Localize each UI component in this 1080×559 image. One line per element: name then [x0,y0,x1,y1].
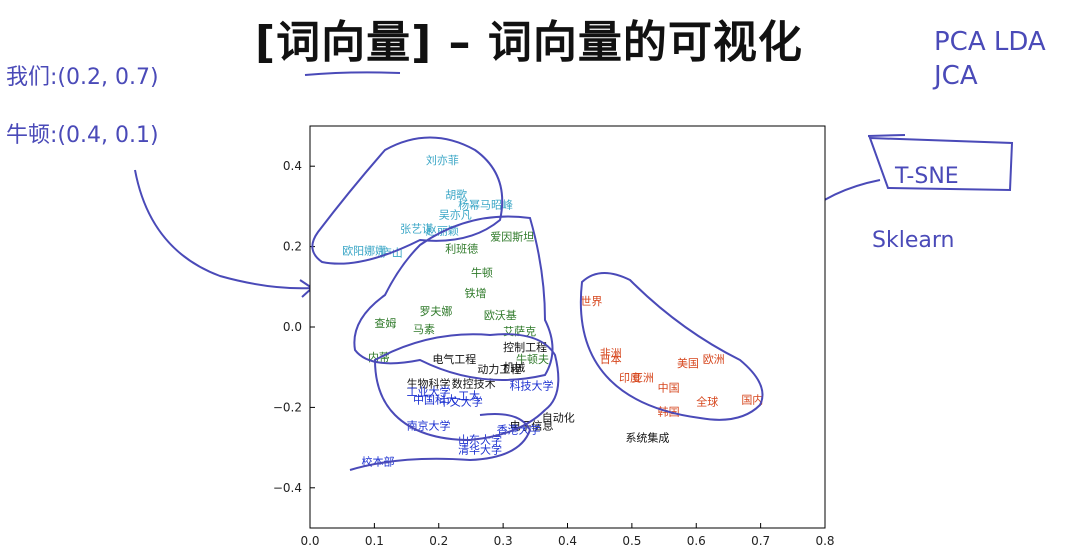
point-label: 自动化 [542,410,575,424]
point-label: 牛顿 [471,266,493,280]
point-label: 机械 [503,360,525,374]
point-label: 南京大学 [407,418,451,432]
point-label: 印度 [619,370,641,384]
point-label: 铁增 [465,286,487,300]
cluster-universities-outline [349,413,532,471]
point-label: 欧洲 [703,353,725,366]
point-label: 国内 [741,392,763,406]
note-newton: 牛顿:(0.4, 0.1) [6,123,159,148]
point-label: 爱因斯坦 [490,230,534,244]
point-label: 工大 [458,388,480,402]
x-tick-label: 0.1 [365,534,384,548]
point-label: 欧沃基 [484,309,517,322]
point-label: 控制工程 [503,340,547,354]
point-label: 系统集成 [625,431,669,445]
point-label: 美国 [677,357,699,370]
point-label: 欧阳娜娜 [342,244,386,258]
slide-title: [词向量] – 词向量的可视化 [255,17,803,68]
point-label: 科技大学 [510,378,554,392]
note-pca-lda: PCA LDA [934,27,1046,57]
point-label: 动力工程 [477,363,521,376]
y-tick-label: 0.4 [283,159,302,173]
cluster-scientists-outline [353,215,554,381]
point-label: 电子信息 [510,418,554,432]
y-tick-label: 0.2 [283,240,302,254]
point-label: 工业大学 [407,384,451,398]
point-label: 查姆 [374,316,396,330]
cluster-people-outline [311,136,504,265]
point-label: 非洲 [600,347,622,360]
point-label: 马素 [413,323,435,336]
point-label: 杨幂马昭峰 [458,197,513,211]
point-label: 中文大学 [439,394,483,408]
note-jca: JCA [932,61,978,91]
point-label: 世界 [580,295,602,308]
point-label: 亚洲 [632,371,654,384]
title-underline [304,71,401,76]
cluster-places-outline [579,272,764,421]
point-label: 张艺谋 [400,223,433,236]
y-tick-label: −0.2 [273,400,302,414]
note-tsne: T-SNE [894,164,959,189]
y-tick-label: 0.0 [283,320,302,334]
left-arrow [134,169,313,290]
x-tick-label: 0.4 [558,534,577,548]
note-women: 我们:(0.2, 0.7) [6,65,159,90]
x-tick-label: 0.5 [622,534,641,548]
point-label: 生物科学 [407,376,451,390]
point-label: 中国科大 [413,392,457,406]
x-tick-label: 0.3 [494,534,513,548]
point-label: 全球 [696,394,718,408]
x-tick-label: 0.0 [300,534,319,548]
point-label: 胡歌 [445,187,467,201]
tsne-box-tick [867,134,906,137]
point-label: 牛顿夫 [516,352,549,366]
point-label: 中国 [658,381,680,394]
cluster-engineering-outline [373,333,560,442]
x-tick-label: 0.6 [687,534,706,548]
tsne-box [868,136,1014,192]
x-tick-label: 0.7 [751,534,770,548]
x-tick-label: 0.2 [429,534,448,548]
point-label: 清华大学 [458,443,502,457]
point-label: 利班德 [445,242,478,256]
point-label: 电气工程 [432,352,476,366]
point-label: 刘亦菲 [426,153,459,167]
point-label: 罗夫娜 [419,304,452,318]
axis-ticks: 0.0 0.1 0.2 0.3 0.4 0.5 0.6 0.7 0.8 0.4 0.2 0.0 −0.2… [273,159,835,548]
x-tick-label: 0.8 [815,534,834,548]
note-sklearn: Sklearn [872,228,954,253]
scatter-labels: 刘亦菲胡歌杨幂马昭峰吴亦凡张艺谋赵丽颖欧阳娜娜庐山爱因斯坦利班德牛顿铁增罗夫娜欧… [342,153,763,469]
point-label: 日本 [600,352,622,366]
point-label: 艾萨克 [503,325,536,338]
point-label: 吴亦凡 [439,207,472,221]
y-tick-label: −0.4 [273,481,302,495]
